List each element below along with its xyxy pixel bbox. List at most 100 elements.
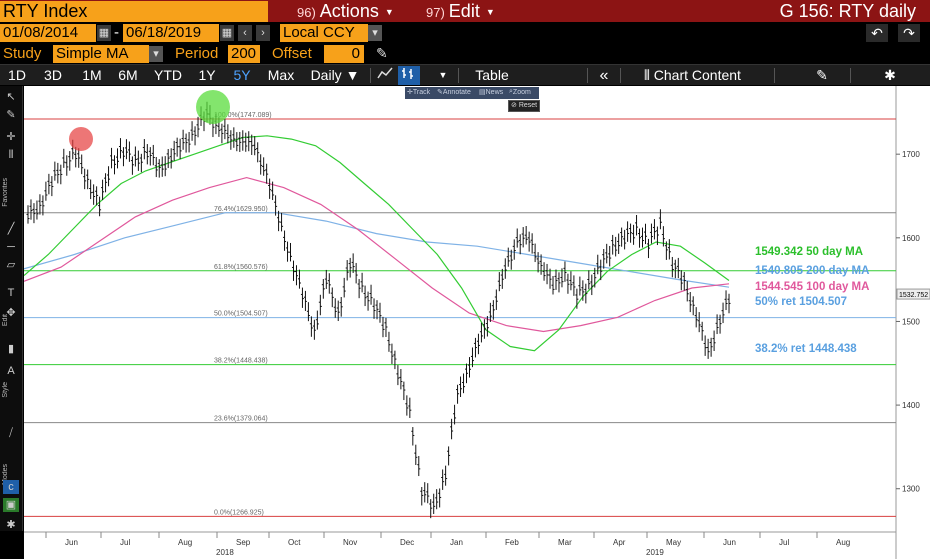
gear-icon[interactable]: ✱ <box>884 67 896 83</box>
last-price-label: 1532.752 <box>899 292 928 299</box>
y-tick-label: 1400 <box>902 401 920 410</box>
x-tick-label: Jun <box>65 538 78 547</box>
hline-tool-icon[interactable]: ─ <box>7 241 15 253</box>
y-tick-label: 1600 <box>902 234 920 243</box>
annotate-mode[interactable]: ✎ Annotate <box>437 89 471 96</box>
crosshair-icon[interactable]: ✛ <box>6 131 16 143</box>
actions-label: Actions <box>319 1 379 21</box>
date-separator: - <box>114 24 119 41</box>
fib-label: 50.0%(1504.507) <box>214 311 268 318</box>
line-chart-icon[interactable] <box>375 66 395 85</box>
y-tick-label: 1500 <box>902 317 920 326</box>
line-tool-icon[interactable]: ╱ <box>7 223 15 235</box>
calendar-icon[interactable]: ▦ <box>220 25 234 41</box>
currency-select[interactable]: Local CCY <box>280 24 368 42</box>
price-chart[interactable]: 1300 1400 1500 1600 1700 1532.752 Jun Jul Aug Se… <box>24 86 930 559</box>
date-range-bar: 01/08/2014 ▦ - 06/18/2019 ▦ ‹ › Local CC… <box>0 23 930 43</box>
title-bar: RTY Index 96) Actions ▼ 97) Edit ▼ G 156: RT… <box>0 0 930 22</box>
green-mode-icon[interactable]: ▣ <box>3 498 19 512</box>
bars-icon[interactable]: ⫴ <box>8 149 14 161</box>
zoom-mode[interactable]: ⌕ Zoom <box>509 88 531 96</box>
x-tick-label: Mar <box>558 538 572 547</box>
range-max[interactable]: Max <box>267 67 295 83</box>
cursor-icon[interactable]: ↖ <box>6 91 16 103</box>
range-1d[interactable]: 1D <box>8 67 26 83</box>
chevron-right-icon[interactable]: › <box>256 25 270 41</box>
ma100-line <box>24 176 730 333</box>
reset-button[interactable]: ⊘ Reset <box>508 100 540 112</box>
style-label: Style <box>2 382 9 398</box>
x-tick-label: Jan <box>450 538 463 547</box>
divider <box>620 68 621 83</box>
channel-tool-icon[interactable]: ▱ <box>6 259 16 271</box>
annotate-label: Annotate <box>442 89 471 96</box>
reset-label: Reset <box>518 102 538 109</box>
chevron-left-icon[interactable]: ‹ <box>238 25 252 41</box>
range-ytd[interactable]: YTD <box>154 67 182 83</box>
chevron-down-icon[interactable]: ▾ <box>368 25 382 41</box>
fibonacci-levels: 100.0%(1747.089) 76.4%(1629.950) 61.8%(156… <box>24 112 896 517</box>
trash-icon[interactable]: ▮ <box>7 343 15 355</box>
range-3d[interactable]: 3D <box>44 67 62 83</box>
chevron-down-icon[interactable]: ▼ <box>438 70 448 80</box>
track-label: Track <box>412 89 431 96</box>
edit-chart-icon[interactable]: ✎ <box>816 67 828 83</box>
range-1m[interactable]: 1M <box>82 67 102 83</box>
series-lines <box>24 101 731 519</box>
mode-icon[interactable]: ᴄ <box>3 480 19 494</box>
end-date-field[interactable]: 06/18/2019 <box>123 24 219 42</box>
undo-button[interactable]: ↶ <box>866 24 888 42</box>
x-tick-label: Nov <box>343 538 357 547</box>
security-field[interactable]: RTY Index <box>0 1 268 22</box>
x-axis: Jun Jul Aug Sep Oct Nov Dec Jan Feb Mar Apr May Jun J… <box>24 531 896 557</box>
favorites-label: Favorites <box>2 178 9 207</box>
peak-marker-green <box>196 90 230 124</box>
fib-label: 100.0%(1747.089) <box>214 112 272 119</box>
ruler-icon[interactable]: ⧸ <box>9 427 13 439</box>
pen-icon[interactable]: ✎ <box>6 109 16 121</box>
drawing-tools-sidebar: ↖ ✎ ✛ ⫴ Favorites ╱ ─ ▱ T ✥ Edit ▮ A Sty… <box>0 86 23 531</box>
x-tick-label: Feb <box>505 538 519 547</box>
x-tick-label: Dec <box>400 538 414 547</box>
collapse-icon[interactable]: « <box>599 67 609 84</box>
move-icon[interactable]: ✥ <box>6 307 16 319</box>
divider <box>370 68 371 83</box>
news-label: News <box>485 89 504 96</box>
range-6m[interactable]: 6M <box>118 67 138 83</box>
zoom-label: Zoom <box>512 89 531 96</box>
edit-menu-button[interactable]: 97) Edit ▼ <box>418 1 518 21</box>
range-1y[interactable]: 1Y <box>198 67 216 83</box>
x-tick-label: May <box>666 538 681 547</box>
actions-menu-button[interactable]: 96) Actions ▼ <box>289 1 402 21</box>
divider <box>587 68 588 83</box>
annotations: 1549.342 50 day MA 1540.805 200 day MA 154… <box>755 246 869 355</box>
chevron-down-icon: ▼ <box>485 7 495 18</box>
x-tick-label: Sep <box>236 538 251 547</box>
pencil-icon[interactable]: ✎ <box>376 45 388 61</box>
x-tick-label: Aug <box>836 538 850 547</box>
redo-button[interactable]: ↷ <box>898 24 920 42</box>
gear-icon[interactable]: ✱ <box>6 519 16 531</box>
x-year-label: 2019 <box>646 548 664 557</box>
offset-input[interactable]: 0 <box>324 45 364 63</box>
actions-number: 96) <box>297 5 316 20</box>
x-tick-label: Oct <box>288 538 301 547</box>
study-select[interactable]: Simple MA <box>53 45 149 63</box>
start-date-field[interactable]: 01/08/2014 <box>0 24 96 42</box>
chart-content-button[interactable]: ⫴ Chart Content <box>644 66 764 85</box>
text-tool-icon[interactable]: T <box>7 287 15 299</box>
track-mode[interactable]: ✛ Track <box>407 89 431 96</box>
calendar-icon[interactable]: ▦ <box>97 25 111 41</box>
x-tick-label: Jul <box>120 538 130 547</box>
news-mode[interactable]: ▤ News <box>479 89 504 96</box>
bar-chart-icon[interactable] <box>398 66 420 85</box>
divider <box>458 68 459 83</box>
chart-background <box>24 86 930 559</box>
range-5y[interactable]: 5Y <box>233 67 251 83</box>
frequency-select[interactable]: Daily ▼ <box>310 67 360 83</box>
table-button[interactable]: Table <box>475 67 509 83</box>
chevron-down-icon[interactable]: ▾ <box>149 46 163 62</box>
font-icon[interactable]: A <box>7 365 15 377</box>
period-input[interactable]: 200 <box>228 45 260 63</box>
annotation-label: 50% ret 1504.507 <box>755 296 847 308</box>
